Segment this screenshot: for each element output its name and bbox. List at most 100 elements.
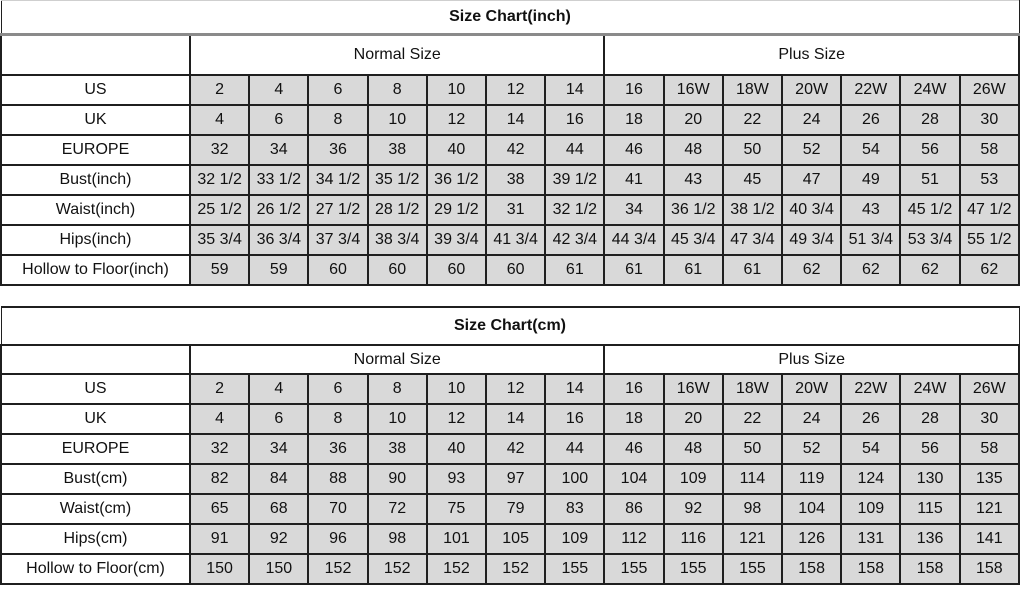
size-cell: 65 [188, 493, 251, 525]
size-cell: 105 [485, 523, 547, 555]
size-cell: 50 [721, 134, 784, 166]
size-cell: 26 1/2 [248, 194, 310, 226]
size-cell: 36 1/2 [425, 164, 488, 196]
size-cell: 26 [840, 104, 902, 136]
table-gap [0, 286, 1024, 306]
size-cell: 48 [662, 134, 724, 166]
size-cell: 4 [248, 373, 310, 405]
size-cell: 61 [603, 254, 665, 286]
size-cell: 158 [899, 553, 961, 585]
size-row: UK 4 6 8 10 12 14 16 18 20 22 24 26 28 30 [0, 403, 1021, 435]
size-cell: 20W [781, 74, 843, 106]
size-cell: 45 [721, 164, 784, 196]
size-chart-inch-table: Size Chart(inch) Normal Size Plus Size US 2 4… [0, 0, 1021, 286]
size-cell: 53 [958, 164, 1021, 196]
size-cell: 104 [781, 493, 843, 525]
size-cell: 36 3/4 [248, 224, 310, 256]
size-row: EUROPE 32 34 36 38 40 42 44 46 48 50 52 54 56 58 [0, 134, 1021, 166]
size-cell: 40 [425, 433, 488, 465]
size-cell: 61 [662, 254, 724, 286]
size-cell: 22 [721, 403, 784, 435]
size-cell: 22W [840, 74, 902, 106]
size-cell: 50 [721, 433, 784, 465]
size-cell: 6 [307, 74, 369, 106]
size-cell: 49 [840, 164, 902, 196]
size-chart-cm-table: Size Chart(cm) Normal Size Plus Size US 2 4 6 8… [0, 306, 1021, 585]
size-cell: 28 [899, 403, 961, 435]
size-cell: 135 [958, 463, 1021, 495]
size-cell: 101 [425, 523, 488, 555]
size-cell: 16W [662, 373, 724, 405]
size-cell: 38 [366, 433, 428, 465]
size-cell: 70 [307, 493, 369, 525]
size-row: Hips(cm) 91 92 96 98 101 105 109 112 116 121 126 131… [0, 523, 1021, 555]
size-cell: 38 3/4 [366, 224, 428, 256]
row-label: Hips(cm) [0, 523, 191, 555]
size-cell: 12 [485, 74, 547, 106]
size-cell: 98 [721, 493, 784, 525]
size-cell: 124 [840, 463, 902, 495]
size-cell: 44 [544, 433, 606, 465]
size-cell: 30 [958, 403, 1021, 435]
size-cell: 97 [485, 463, 547, 495]
size-cell: 35 3/4 [188, 224, 251, 256]
size-cell: 32 1/2 [544, 194, 606, 226]
size-cell: 62 [781, 254, 843, 286]
size-cell: 158 [840, 553, 902, 585]
size-cell: 31 [485, 194, 547, 226]
size-cell: 30 [958, 104, 1021, 136]
size-cell: 18 [603, 104, 665, 136]
size-cell: 20 [662, 104, 724, 136]
size-cell: 36 1/2 [662, 194, 724, 226]
title-row: Size Chart(cm) [0, 306, 1020, 346]
size-cell: 54 [840, 134, 902, 166]
size-cell: 92 [248, 523, 310, 555]
size-cell: 2 [188, 74, 251, 106]
size-cell: 152 [307, 553, 369, 585]
row-label: Waist(inch) [0, 194, 191, 226]
size-cell: 34 1/2 [307, 164, 369, 196]
size-cell: 41 3/4 [485, 224, 547, 256]
size-cell: 119 [781, 463, 843, 495]
size-cell: 121 [721, 523, 784, 555]
size-cell: 28 [899, 104, 961, 136]
size-cell: 12 [425, 403, 488, 435]
size-cell: 8 [307, 104, 369, 136]
size-cell: 8 [366, 373, 428, 405]
corner-cell [0, 33, 191, 76]
size-cell: 18W [721, 373, 784, 405]
size-cell: 18W [721, 74, 784, 106]
row-label: US [0, 74, 191, 106]
size-cell: 37 3/4 [307, 224, 369, 256]
size-cell: 33 1/2 [248, 164, 310, 196]
size-cell: 91 [188, 523, 251, 555]
size-cell: 150 [188, 553, 251, 585]
size-cell: 112 [603, 523, 665, 555]
size-row: Bust(cm) 82 84 88 90 93 97 100 104 109 114 119 124 13… [0, 463, 1021, 495]
row-label: Hollow to Floor(cm) [0, 553, 191, 585]
corner-cell [0, 344, 191, 375]
row-label: Hips(inch) [0, 224, 191, 256]
size-cell: 34 [248, 433, 310, 465]
size-cell: 14 [544, 74, 606, 106]
plus-size-header: Plus Size [603, 344, 1020, 375]
size-cell: 16 [603, 373, 665, 405]
size-cell: 44 3/4 [603, 224, 665, 256]
row-label: UK [0, 403, 191, 435]
size-cell: 53 3/4 [899, 224, 961, 256]
size-cell: 88 [307, 463, 369, 495]
size-cell: 155 [721, 553, 784, 585]
size-cell: 82 [188, 463, 251, 495]
size-row: US 2 4 6 8 10 12 14 16 16W 18W 20W 22W 24W 26W [0, 74, 1021, 106]
size-cell: 83 [544, 493, 606, 525]
size-cell: 8 [366, 74, 428, 106]
size-cell: 92 [662, 493, 724, 525]
size-cell: 38 [366, 134, 428, 166]
size-cell: 152 [425, 553, 488, 585]
size-row: US 2 4 6 8 10 12 14 16 16W 18W 20W 22W 24W 26W [0, 373, 1021, 405]
size-chart-inch-section: Size Chart(inch) Normal Size Plus Size US 2 4… [0, 0, 1024, 286]
size-cell: 36 [307, 134, 369, 166]
size-cell: 75 [425, 493, 488, 525]
size-cell: 90 [366, 463, 428, 495]
size-cell: 22W [840, 373, 902, 405]
